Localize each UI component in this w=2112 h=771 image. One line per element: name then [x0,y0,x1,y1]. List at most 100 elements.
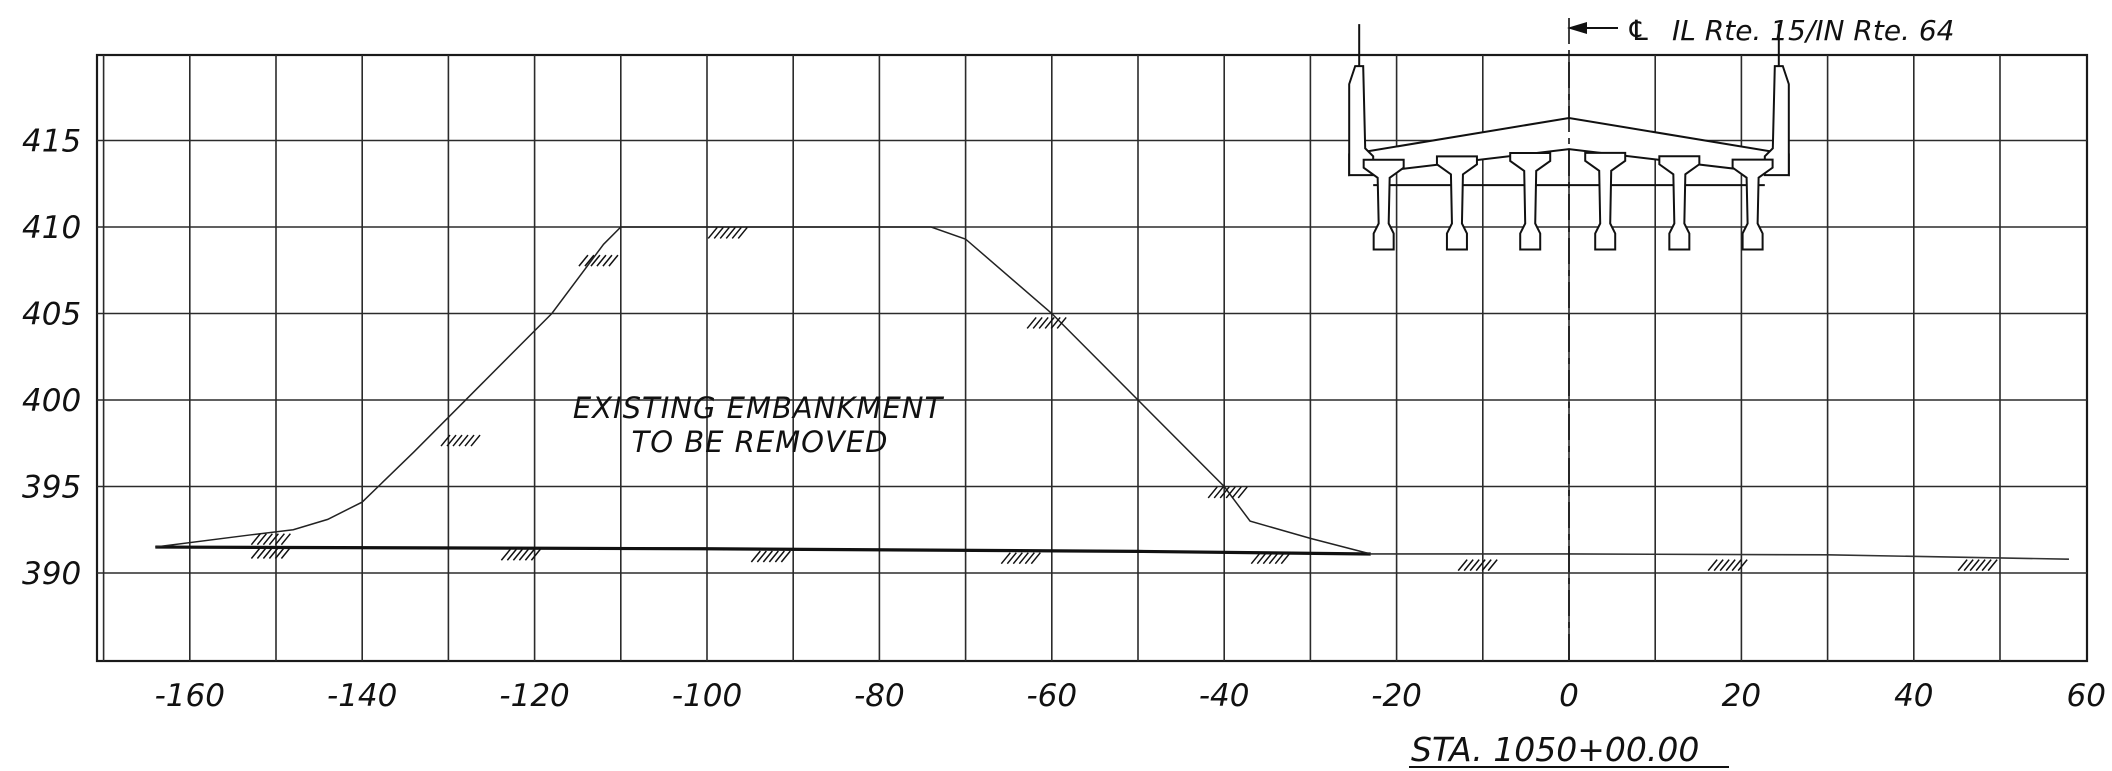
offset-tick-label: -140 [327,678,397,714]
ground-hatch-mark [1026,316,1067,329]
ground-hatch-layer [250,226,1998,572]
ground-hatch-mark [750,550,791,563]
hatch-stroke [440,434,451,447]
elevation-tick-labels: 390 395 400 405 410 415 [22,124,81,593]
hatch-stroke [1225,486,1236,499]
offset-tick-label: 40 [1894,678,1933,714]
offset-tick-label: -20 [1371,678,1422,714]
hatch-stroke [725,226,736,239]
hatch-stroke [762,550,773,563]
hatch-stroke [446,434,457,447]
hatch-stroke [1707,559,1718,572]
hatch-stroke [274,547,285,559]
hatch-stroke [1457,559,1468,572]
hatch-stroke [1957,559,1968,572]
ground-hatch-mark [1957,559,1998,572]
hatch-stroke [280,533,291,546]
hatch-stroke [524,548,535,561]
hatch-stroke [1274,552,1285,565]
hatch-stroke [256,533,267,546]
ground-hatch-mark [1250,552,1291,565]
hatch-stroke [1262,552,1273,565]
offset-tick-label: -60 [1026,678,1077,714]
hatch-stroke [713,226,724,239]
centerline-arrow-head [1567,22,1587,34]
hatch-stroke [1481,559,1492,572]
centerline-callout: ℄ IL Rte. 15/IN Rte. 64 [1567,14,1954,47]
offset-tick-labels: -160 -140 -120 -100 -80 -60 -40 -20 0 20 40 60 [155,678,2106,714]
hatch-stroke [1731,559,1742,572]
offset-tick-label: -40 [1199,678,1250,714]
hatch-stroke [1012,552,1023,565]
hatch-stroke [1463,559,1474,572]
ground-hatch-mark [500,548,541,561]
elevation-tick-label: 415 [22,124,81,160]
hatch-stroke [452,434,463,447]
hatch-stroke [1006,552,1017,565]
ground-hatch-mark [1207,486,1248,499]
offset-tick-label: 60 [2066,678,2105,714]
elevation-tick-label: 390 [22,556,81,592]
hatch-stroke [1207,486,1218,499]
natural-ground-line [1370,553,2069,560]
hatch-stroke [512,548,523,561]
hatch-stroke [530,548,541,561]
hatch-stroke [1213,486,1224,499]
hatch-stroke [1280,552,1291,565]
hatch-stroke [1000,552,1011,565]
hatch-stroke [256,547,267,559]
offset-tick-label: 20 [1722,678,1761,714]
bridge-girder [1362,158,1405,251]
embankment-layer [155,226,1371,555]
ground-hatch-mark [1707,559,1748,572]
ground-hatch-mark [707,226,748,239]
hatch-stroke [774,550,785,563]
hatch-stroke [1018,552,1029,565]
offset-tick-label: -100 [672,678,742,714]
hatch-stroke [1032,316,1043,329]
hatch-stroke [250,547,261,559]
hatch-stroke [756,550,767,563]
hatch-stroke [274,533,285,546]
hatch-stroke [1969,559,1980,572]
hatch-stroke [1987,559,1998,572]
hatch-stroke [1038,316,1049,329]
hatch-stroke [1250,552,1261,565]
hatch-stroke [578,254,589,267]
offset-tick-label: 0 [1559,678,1579,714]
hatch-stroke [1469,559,1480,572]
embankment-note-line2: TO BE REMOVED [631,425,888,459]
hatch-stroke [602,254,613,267]
hatch-stroke [464,434,475,447]
ground-hatch-mark [578,254,619,267]
hatch-stroke [262,547,273,559]
hatch-stroke [731,226,742,239]
hatch-stroke [584,254,595,267]
ground-hatch-mark [250,547,291,559]
bridge-girder [1435,155,1478,251]
hatch-stroke [1056,316,1067,329]
bridge-girder [1584,151,1627,251]
hatch-stroke [280,547,291,559]
hatch-stroke [1219,486,1230,499]
hatch-stroke [1737,559,1748,572]
hatch-stroke [1975,559,1986,572]
centerline-symbol: ℄ [1626,14,1651,47]
bridge-girder [1509,151,1552,251]
hatch-stroke [268,547,279,559]
hatch-stroke [1487,559,1498,572]
ground-hatch-mark [1000,552,1041,565]
hatch-stroke [719,226,730,239]
hatch-stroke [608,254,619,267]
ground-hatch-mark [1457,559,1498,572]
elevation-tick-label: 395 [22,470,81,506]
ground-hatch-mark [440,434,481,447]
hatch-stroke [1237,486,1248,499]
hatch-stroke [500,548,511,561]
embankment-note-line1: EXISTING EMBANKMENT [573,391,945,425]
elevation-tick-label: 410 [22,210,81,246]
hatch-stroke [1725,559,1736,572]
hatch-stroke [1030,552,1041,565]
hatch-stroke [1231,486,1242,499]
